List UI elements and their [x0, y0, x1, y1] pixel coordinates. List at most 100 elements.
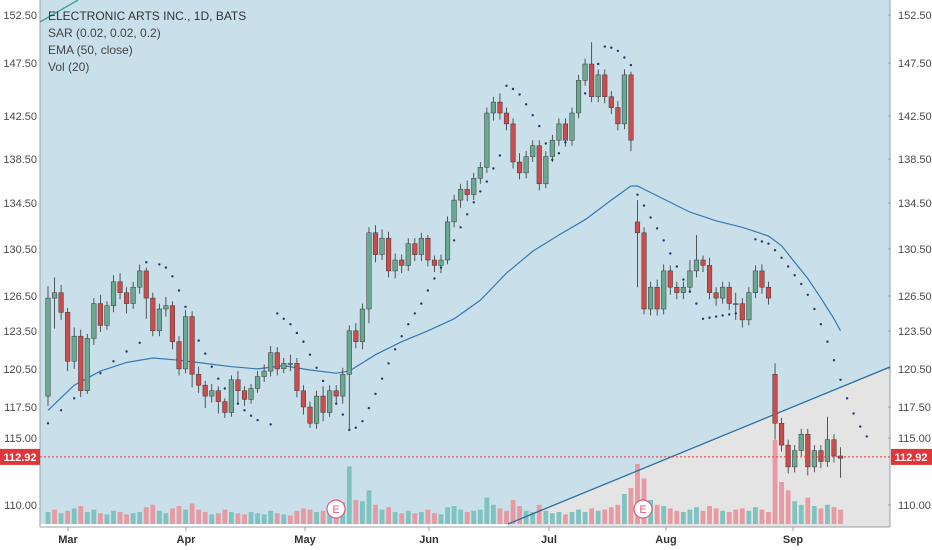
candle[interactable]: [451, 194, 457, 228]
candle[interactable]: [353, 323, 359, 349]
candle[interactable]: [510, 118, 516, 169]
candle[interactable]: [680, 281, 686, 300]
candle[interactable]: [183, 310, 189, 374]
candle[interactable]: [602, 69, 608, 104]
candle[interactable]: [634, 200, 641, 288]
candle[interactable]: [765, 281, 772, 305]
candle[interactable]: [97, 294, 103, 332]
candle[interactable]: [222, 398, 228, 418]
candle[interactable]: [641, 227, 647, 315]
candle[interactable]: [150, 292, 156, 337]
candle[interactable]: [477, 162, 483, 184]
candle[interactable]: [91, 298, 97, 345]
candle[interactable]: [340, 367, 346, 404]
candle[interactable]: [209, 384, 215, 403]
candle[interactable]: [792, 445, 798, 473]
candle[interactable]: [667, 265, 673, 295]
candle[interactable]: [536, 140, 542, 191]
candles[interactable]: [45, 42, 844, 478]
candle[interactable]: [425, 235, 431, 267]
candle[interactable]: [484, 107, 490, 173]
candle[interactable]: [372, 225, 379, 263]
earnings-marker[interactable]: E: [633, 499, 653, 519]
candle[interactable]: [431, 255, 437, 272]
candle[interactable]: [52, 277, 58, 329]
candle[interactable]: [707, 257, 713, 300]
candle[interactable]: [674, 281, 680, 300]
candle[interactable]: [386, 231, 392, 278]
candle[interactable]: [327, 385, 333, 417]
candle[interactable]: [700, 255, 706, 272]
candle[interactable]: [202, 380, 208, 409]
candle[interactable]: [798, 428, 804, 456]
candle[interactable]: [576, 74, 582, 119]
candle[interactable]: [746, 287, 752, 326]
candle[interactable]: [497, 93, 503, 120]
candle[interactable]: [228, 375, 234, 417]
candle[interactable]: [346, 325, 352, 429]
candle[interactable]: [464, 180, 470, 202]
candle[interactable]: [314, 390, 320, 429]
candle[interactable]: [811, 445, 817, 473]
candle[interactable]: [379, 229, 385, 261]
candle[interactable]: [399, 254, 405, 274]
candle[interactable]: [589, 42, 595, 103]
candle[interactable]: [490, 96, 496, 121]
candle[interactable]: [693, 235, 700, 278]
candle[interactable]: [359, 303, 365, 350]
rising-trend-line[interactable]: [507, 366, 891, 525]
candle[interactable]: [124, 287, 130, 314]
indicator-sar[interactable]: SAR (0.02, 0.02, 0.2): [48, 26, 161, 40]
candle[interactable]: [248, 384, 254, 404]
candle[interactable]: [189, 311, 195, 388]
candle[interactable]: [320, 386, 326, 422]
candle[interactable]: [215, 386, 221, 414]
candle[interactable]: [261, 364, 267, 383]
candle[interactable]: [274, 347, 280, 376]
candle[interactable]: [196, 366, 202, 393]
candle[interactable]: [84, 334, 90, 394]
candle[interactable]: [176, 336, 182, 376]
candle[interactable]: [831, 434, 837, 463]
candle[interactable]: [392, 253, 398, 279]
candle[interactable]: [137, 264, 143, 294]
top-trend-line[interactable]: [39, 0, 79, 23]
candle[interactable]: [726, 281, 732, 311]
candle[interactable]: [294, 358, 300, 398]
candle[interactable]: [268, 346, 274, 377]
candle[interactable]: [530, 140, 536, 162]
candle[interactable]: [366, 227, 372, 324]
candle[interactable]: [300, 385, 306, 415]
indicator-ema[interactable]: EMA (50, close): [48, 43, 133, 57]
candle[interactable]: [156, 303, 162, 337]
candle[interactable]: [71, 327, 77, 369]
candle[interactable]: [595, 69, 601, 103]
candle[interactable]: [759, 264, 765, 294]
indicator-volume[interactable]: Vol (20): [48, 60, 89, 74]
candle[interactable]: [255, 371, 261, 393]
candle[interactable]: [621, 69, 627, 130]
candle[interactable]: [503, 107, 510, 131]
candle[interactable]: [687, 260, 693, 293]
candle[interactable]: [281, 358, 287, 374]
candle[interactable]: [235, 371, 241, 403]
candle[interactable]: [543, 151, 549, 189]
candle[interactable]: [241, 386, 248, 406]
earnings-marker[interactable]: E: [326, 499, 346, 519]
candle[interactable]: [582, 58, 588, 86]
candle[interactable]: [720, 281, 726, 304]
candle[interactable]: [58, 285, 64, 320]
candle[interactable]: [445, 216, 451, 265]
candle[interactable]: [733, 292, 739, 320]
candle[interactable]: [654, 279, 660, 316]
candle[interactable]: [458, 183, 464, 208]
candle[interactable]: [628, 71, 634, 152]
candle[interactable]: [661, 264, 667, 315]
candle[interactable]: [333, 385, 339, 403]
candle[interactable]: [556, 118, 562, 146]
candle[interactable]: [418, 232, 424, 262]
candle[interactable]: [110, 275, 117, 313]
candle[interactable]: [648, 281, 654, 316]
candle[interactable]: [104, 301, 110, 330]
